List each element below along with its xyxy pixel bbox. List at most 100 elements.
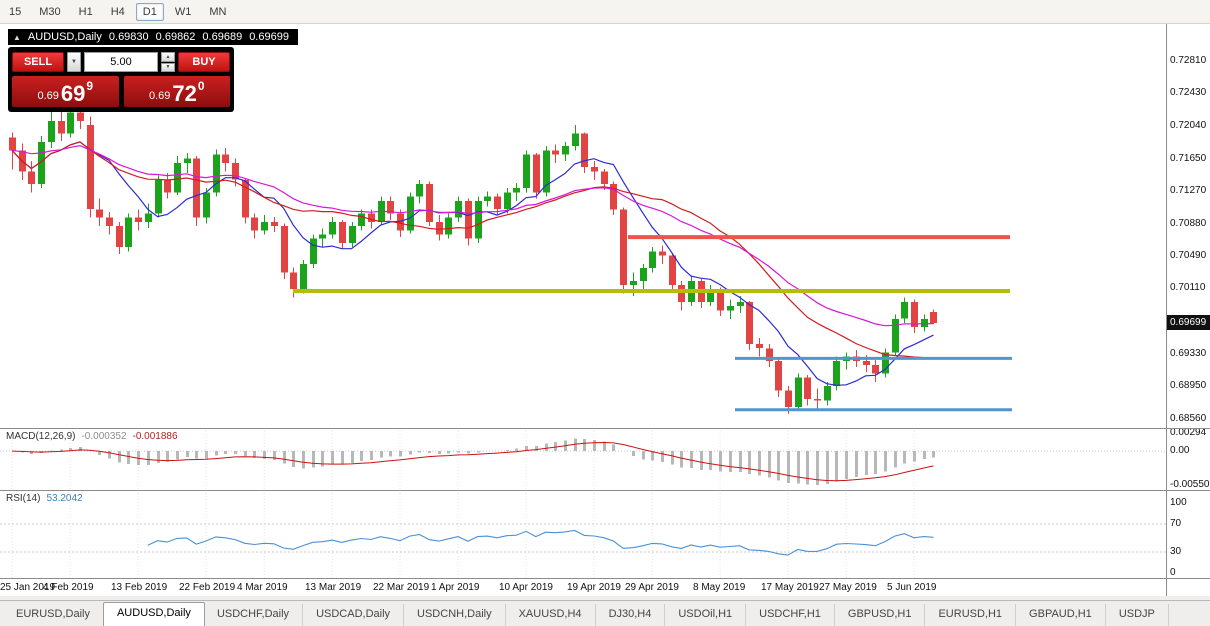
buy-button[interactable]: BUY: [178, 52, 230, 72]
chart-tab-gbpusd-h1[interactable]: GBPUSD,H1: [835, 604, 926, 626]
candle: [155, 175, 162, 218]
candle: [416, 179, 423, 204]
timeframe-button-15[interactable]: 15: [9, 5, 22, 18]
date-axis-label: 13 Mar 2019: [305, 582, 362, 593]
chart-tab-dj30-h4[interactable]: DJ30,H4: [596, 604, 666, 626]
volume-decrease-button[interactable]: ▼: [161, 62, 175, 72]
candle: [543, 146, 550, 197]
price-axis-label: 0.68950: [1170, 380, 1207, 391]
candle: [572, 125, 579, 151]
candle: [795, 373, 802, 411]
chart-tab-audusd-daily[interactable]: AUDUSD,Daily: [102, 602, 205, 626]
ohlc-open: 0.69830: [108, 31, 149, 43]
date-axis-label: 4 Mar 2019: [237, 582, 288, 593]
chart-tab-xauusd-h4[interactable]: XAUUSD,H4: [506, 604, 596, 626]
candle: [455, 196, 462, 222]
candle: [533, 152, 540, 199]
buy-price-tile[interactable]: 0.69 72 0: [123, 76, 230, 107]
chart-tab-eurusd-h1[interactable]: EURUSD,H1: [925, 604, 1017, 626]
sell-price-tile[interactable]: 0.69 69 9: [12, 76, 119, 107]
chart-tab-usdchf-daily[interactable]: USDCHF,Daily: [204, 604, 304, 626]
current-price-badge: 0.69699: [1167, 315, 1210, 330]
date-axis[interactable]: 25 Jan 2019 4 Feb 2019 13 Feb 2019 22 Feb 2…: [0, 578, 1166, 596]
candle: [669, 253, 676, 291]
timeframe-button-h4[interactable]: H4: [110, 5, 125, 18]
chart-symbol-period: AUDUSD,Daily: [27, 31, 102, 43]
rsi-indicator-label: RSI(14) 53.2042: [6, 493, 83, 504]
price-axis-label: 0.69330: [1170, 348, 1207, 359]
chart-tab-usdcad-daily[interactable]: USDCAD,Daily: [303, 604, 405, 626]
buy-price-prefix: 0.69: [148, 90, 171, 102]
candle: [620, 207, 627, 294]
chart-tab-usdjp[interactable]: USDJP: [1106, 604, 1169, 626]
price-chart[interactable]: [0, 24, 1166, 428]
chart-tab-eurusd-daily[interactable]: EURUSD,Daily: [3, 604, 104, 626]
price-axis-label: 0.72430: [1170, 87, 1207, 98]
chart-tab-usdchf-h1[interactable]: USDCHF,H1: [746, 604, 835, 626]
rsi-axis-label: 100: [1170, 497, 1187, 508]
candle: [242, 178, 249, 224]
date-axis-label: 8 May 2019: [693, 582, 746, 593]
date-axis-label: 10 Apr 2019: [499, 582, 553, 593]
volume-dropdown-button[interactable]: ▼: [67, 52, 81, 72]
candle: [358, 209, 365, 231]
candle: [610, 181, 617, 216]
one-click-trading-panel: SELL ▼ ▲ ▼ BUY 0.69 69: [8, 47, 234, 112]
timeframe-button-m30[interactable]: M30: [39, 5, 61, 18]
price-axis[interactable]: 0.69699 0.72810 0.72430 0.72040 0.71650 0.71…: [1166, 24, 1210, 596]
rsi-name: RSI(14): [6, 493, 41, 504]
candle: [407, 192, 414, 234]
candle: [251, 213, 258, 239]
candle: [300, 259, 307, 294]
candle: [552, 144, 559, 163]
volume-input[interactable]: [84, 52, 158, 72]
candle: [445, 213, 452, 239]
timeframe-button-h1[interactable]: H1: [78, 5, 93, 18]
candle: [184, 152, 191, 173]
macd-signal-value: -0.001886: [132, 431, 178, 442]
chart-tab-gbpaud-h1[interactable]: GBPAUD,H1: [1016, 604, 1106, 626]
candle: [523, 150, 530, 193]
candle: [640, 264, 647, 290]
panel-separator[interactable]: [0, 428, 1210, 429]
candle: [193, 156, 200, 227]
candle: [135, 209, 142, 231]
candle: [145, 203, 152, 228]
price-axis-label: 0.71270: [1170, 185, 1207, 196]
candle: [872, 360, 879, 382]
macd-panel[interactable]: [0, 428, 1166, 490]
date-axis-label: 27 May 2019: [819, 582, 877, 593]
timeframe-button-d1[interactable]: D1: [135, 2, 164, 21]
ohlc-low: 0.69689: [202, 31, 243, 43]
timeframe-toolbar: 15 M30 H1 H4 D1 W1 MN: [0, 0, 1210, 24]
candle: [513, 183, 520, 201]
chart-title-bar: ▲ AUDUSD,Daily 0.69830 0.69862 0.69689 0…: [8, 29, 298, 45]
volume-increase-button[interactable]: ▲: [161, 52, 175, 62]
candle: [465, 198, 472, 246]
moving-average-line: [11, 144, 934, 327]
candle: [814, 388, 821, 409]
candle: [766, 344, 773, 367]
candle: [319, 228, 326, 248]
candle: [28, 161, 35, 193]
rsi-axis-label: 30: [1170, 546, 1182, 557]
chart-symbol-icon: ▲: [13, 32, 21, 42]
buy-price-pip: 0: [197, 79, 205, 93]
candle: [164, 173, 171, 199]
date-axis-label: 25 Jan 2019: [0, 582, 56, 593]
sell-button[interactable]: SELL: [12, 52, 64, 72]
chart-tab-usdcnh-daily[interactable]: USDCNH,Daily: [404, 604, 506, 626]
panel-separator[interactable]: [0, 490, 1210, 491]
chart-tab-usdoil-h1[interactable]: USDOil,H1: [665, 604, 747, 626]
timeframe-button-mn[interactable]: MN: [209, 5, 227, 18]
candle: [562, 141, 569, 162]
macd-signal-line: [11, 441, 934, 482]
macd-value: -0.000352: [81, 431, 127, 442]
sell-price-prefix: 0.69: [37, 90, 59, 102]
candle: [892, 314, 899, 355]
candle: [901, 297, 908, 323]
rsi-panel[interactable]: [0, 490, 1166, 578]
timeframe-button-w1[interactable]: W1: [174, 5, 192, 18]
macd-name: MACD(12,26,9): [6, 431, 76, 442]
